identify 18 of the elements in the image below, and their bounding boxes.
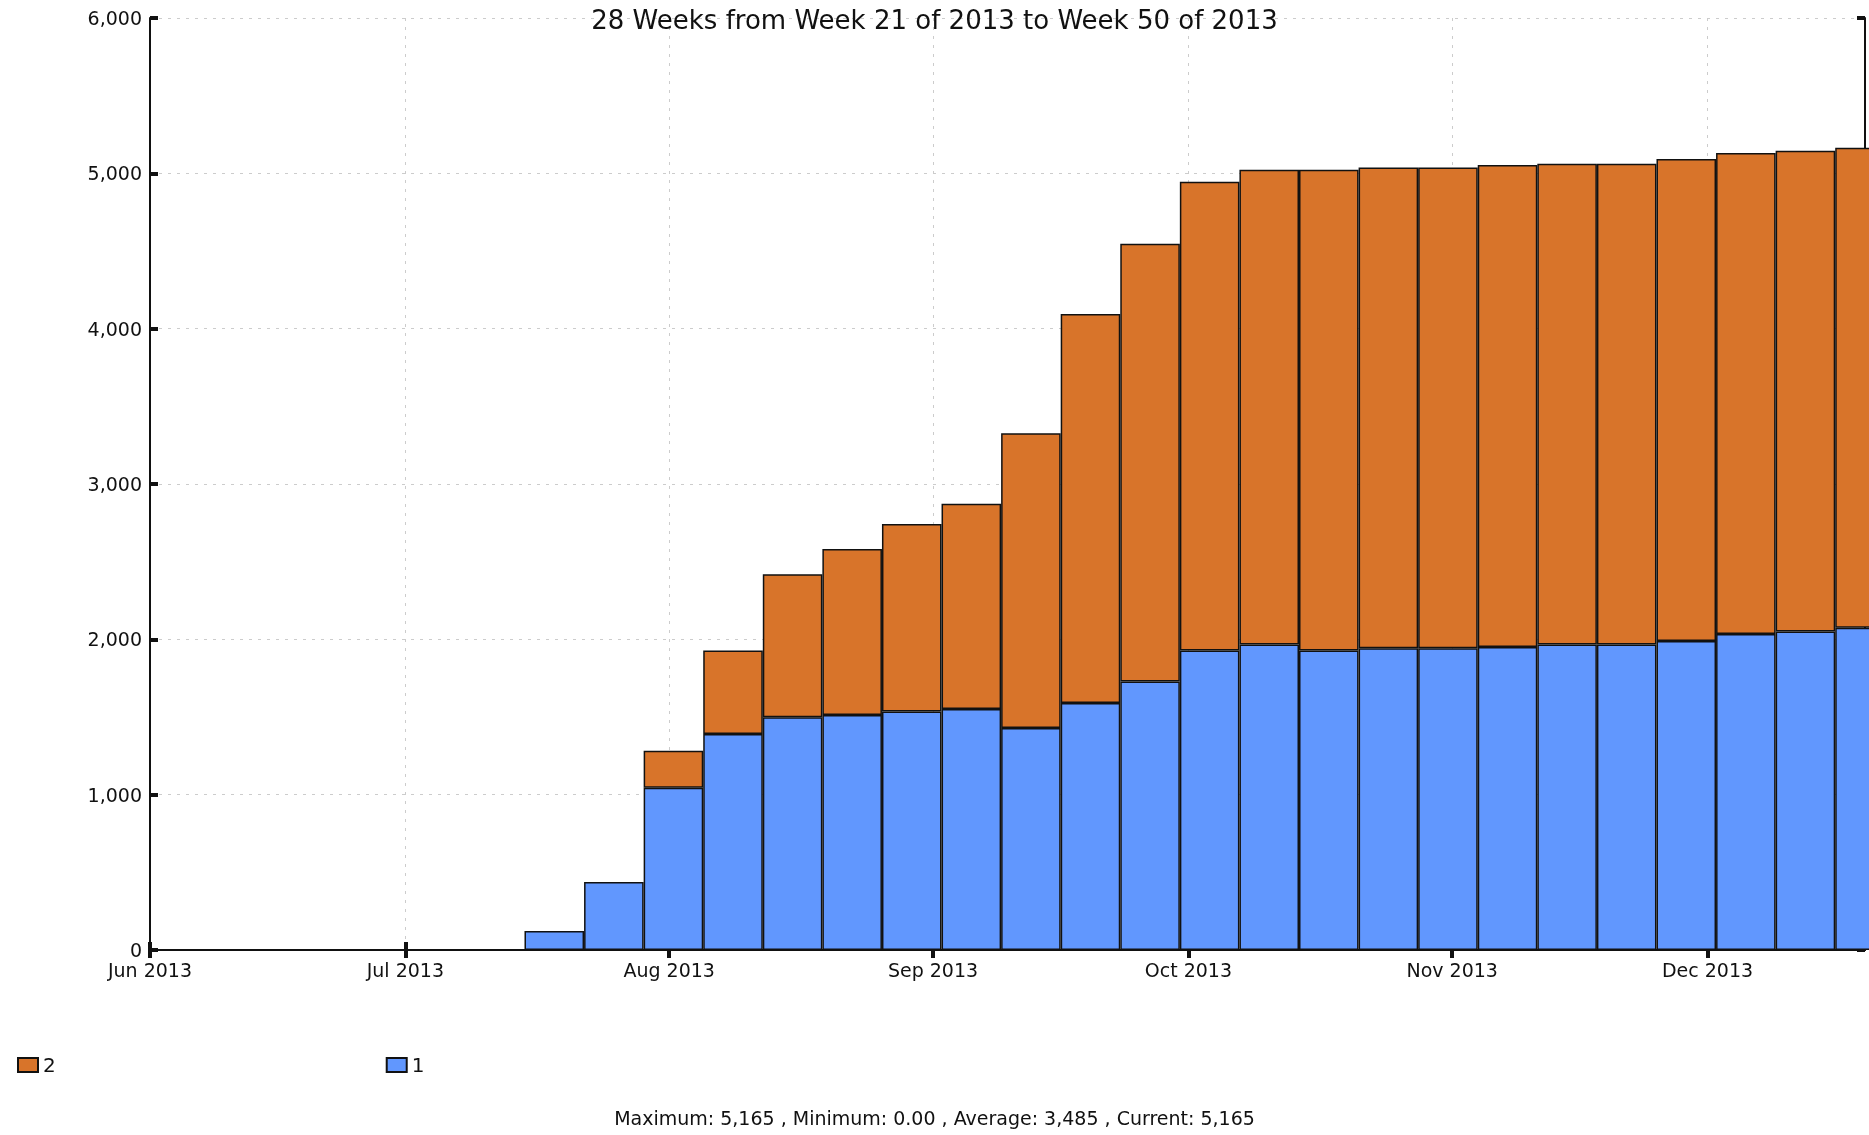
y-tick-label: 0 bbox=[129, 939, 142, 961]
x-tick-label: Jul 2013 bbox=[365, 958, 444, 981]
chart-title: 28 Weeks from Week 21 of 2013 to Week 50 of 2013 bbox=[591, 5, 1278, 35]
x-tick-label: Oct 2013 bbox=[1144, 958, 1232, 981]
y-tick-label: 5,000 bbox=[87, 162, 142, 185]
y-tick-label: 6,000 bbox=[87, 7, 142, 29]
legend-label: 1 bbox=[411, 1053, 425, 1077]
y-tick-label: 3,000 bbox=[87, 473, 142, 495]
text: Maximum: 5,165 , Minimum: 0.00 , Average: 3,485 , Current: 5,165 bbox=[614, 1106, 1255, 1129]
x-tick-label: Aug 2013 bbox=[623, 958, 715, 981]
x-tick-label: Dec 2013 bbox=[1661, 958, 1754, 981]
y-tick-label: 1,000 bbox=[87, 783, 142, 806]
x-tick-label: Jun 2013 bbox=[106, 958, 193, 981]
x-tick-label: Sep 2013 bbox=[887, 958, 979, 981]
y-tick-label: 4,000 bbox=[87, 317, 142, 340]
y-tick-label: 2,000 bbox=[87, 628, 142, 651]
x-tick-label: Nov 2013 bbox=[1406, 958, 1498, 981]
legend-label: 2 bbox=[43, 1053, 56, 1077]
